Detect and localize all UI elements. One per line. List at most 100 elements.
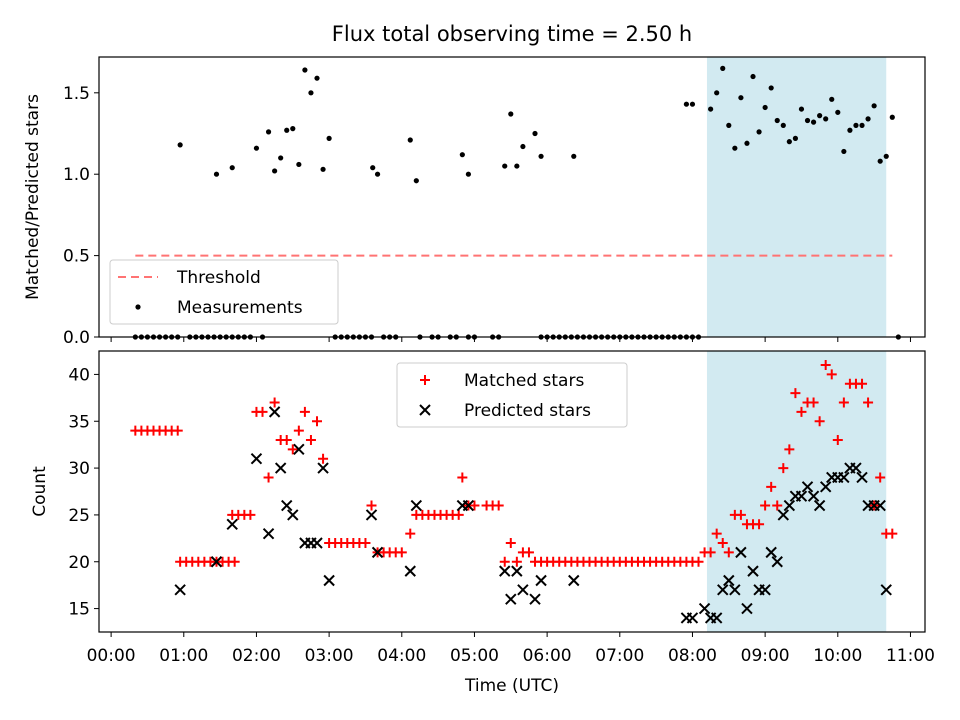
matched-star-point: [318, 453, 329, 464]
measurement-point: [756, 129, 762, 135]
measurement-point: [374, 171, 381, 177]
matched-star-point: [499, 556, 510, 567]
predicted-star-point: [874, 499, 886, 512]
predicted-star-point: [807, 490, 820, 502]
matched-star-point: [269, 397, 280, 408]
matched-star-point: [754, 519, 765, 530]
measurement-point: [532, 130, 538, 137]
measurement-point: [835, 109, 841, 115]
measurement-point: [508, 111, 514, 117]
measurement-point: [465, 171, 472, 177]
predicted-star-point: [226, 518, 238, 530]
measurement-point: [823, 116, 829, 122]
matched-star-point: [814, 416, 825, 427]
predicted-star-point: [262, 527, 275, 540]
predicted-star-point: [287, 509, 299, 521]
x-tick-label: 10:00: [813, 646, 862, 666]
matched-star-point: [263, 472, 274, 483]
matched-star-point: [717, 538, 728, 549]
y-tick-label: 0.5: [63, 247, 90, 267]
predicted-star-point: [529, 593, 541, 605]
y-tick-label: 20: [68, 553, 90, 573]
measurement-point: [308, 90, 314, 96]
predicted-star-point: [747, 565, 759, 577]
measurement-point: [762, 104, 768, 111]
matched-star-point: [820, 360, 831, 371]
matched-star-point: [229, 556, 240, 567]
x-tick-label: 05:00: [450, 646, 499, 666]
measurement-point: [859, 122, 865, 128]
measurement-point: [514, 163, 520, 169]
matched-star-point: [493, 500, 504, 511]
x-tick-label: 07:00: [595, 646, 644, 666]
matched-star-point: [796, 406, 807, 417]
legend-label: Threshold: [176, 268, 261, 288]
measurement-point: [810, 119, 817, 125]
predicted-star-point: [505, 593, 517, 605]
x-tick-label: 02:00: [232, 646, 281, 666]
matched-star-point: [396, 547, 407, 558]
matched-star-point: [305, 434, 316, 445]
measurement-point: [744, 140, 750, 146]
measurement-point: [413, 178, 419, 184]
measurement-point: [320, 166, 326, 172]
measurement-point: [714, 90, 720, 96]
matched-star-point: [857, 378, 868, 389]
legend-marker: [419, 404, 431, 416]
legend-box: [396, 362, 628, 428]
measurement-point: [786, 139, 792, 145]
measurement-point: [726, 122, 732, 128]
predicted-star-point: [281, 499, 293, 512]
measurement-point: [774, 117, 780, 124]
matched-star-point: [523, 547, 534, 558]
matched-star-point: [760, 500, 771, 511]
legend-marker: [420, 375, 430, 385]
predicted-star-point: [850, 462, 862, 474]
x-tick-label: 06:00: [523, 646, 572, 666]
measurement-point: [841, 148, 847, 155]
matched-star-point: [778, 463, 789, 474]
axes-frame: [98, 56, 926, 338]
measurement-point: [290, 126, 296, 132]
measurement-point: [780, 122, 786, 128]
y-tick-label: 15: [68, 600, 90, 620]
predicted-star-point: [759, 584, 771, 596]
measurement-point: [877, 158, 883, 164]
measurement-point: [278, 155, 284, 161]
matched-star-point: [808, 397, 819, 408]
predicted-star-point: [462, 499, 475, 512]
y-tick-label: 1.0: [63, 165, 90, 185]
chart-title: Flux total observing time = 2.50 h: [332, 22, 692, 46]
predicted-star-point: [795, 490, 808, 502]
axes-frame: [98, 350, 926, 633]
measurement-point: [865, 116, 871, 122]
matched-star-point: [723, 547, 734, 558]
predicted-star-point: [293, 443, 305, 456]
legend: Matched stars Predicted stars: [396, 362, 628, 428]
matched-star-point: [281, 434, 292, 445]
matched-star-point: [299, 406, 310, 417]
measurement-point: [871, 103, 877, 109]
predicted-star-point: [783, 499, 796, 512]
measurement-point: [732, 145, 738, 151]
measurement-point: [538, 153, 544, 159]
measurement-point: [708, 106, 714, 112]
predicted-star-point: [511, 565, 523, 577]
predicted-star-point: [499, 565, 511, 577]
measurement-point: [407, 137, 413, 143]
matched-star-point: [735, 509, 746, 520]
measurement-point: [229, 165, 235, 171]
predicted-star-point: [365, 509, 378, 521]
y-tick-label: 35: [68, 412, 90, 432]
highlight-region: [706, 57, 887, 337]
y-tick-label: 40: [68, 365, 90, 385]
matched-star-point: [693, 556, 704, 567]
measurement-point: [213, 171, 220, 177]
y-tick-label: 30: [68, 459, 90, 479]
x-tick-label: 04:00: [377, 646, 426, 666]
matched-star-point: [887, 528, 898, 539]
measurement-point: [738, 95, 744, 101]
matched-star-point: [245, 509, 256, 520]
measurement-point: [502, 163, 508, 169]
matched-star-point: [766, 481, 777, 492]
